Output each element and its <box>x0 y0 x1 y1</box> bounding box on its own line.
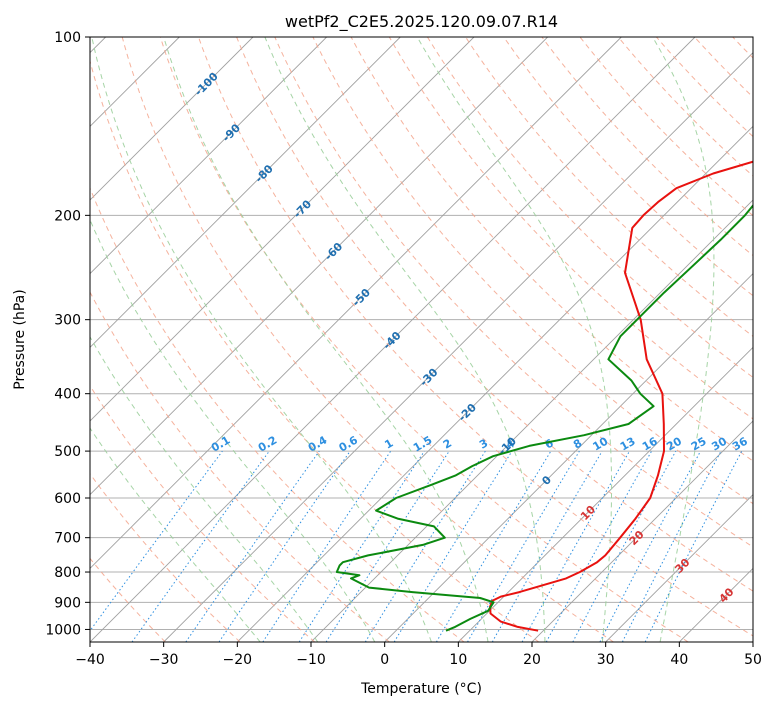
x-tick-label: −10 <box>296 652 326 668</box>
mixing-ratio-line <box>572 450 677 642</box>
mixing-ratio-line <box>545 450 653 642</box>
y-tick-label: 800 <box>54 565 81 581</box>
x-tick-label: −40 <box>75 652 105 668</box>
dry-adiabat-line <box>90 291 390 642</box>
isotherm-line <box>310 199 753 642</box>
mixing-ratio-line <box>435 450 552 642</box>
x-tick-label: −30 <box>149 652 179 668</box>
isotherm-line <box>384 273 753 642</box>
y-tick-label: 1000 <box>45 622 81 638</box>
moist-adiabat-line <box>163 37 489 642</box>
x-tick-label: 50 <box>744 652 762 668</box>
x-axis-label: Temperature (°C) <box>360 681 482 697</box>
x-tick-label: −20 <box>223 652 253 668</box>
moist-adiabat-line <box>416 37 613 642</box>
moist-adiabat-line <box>91 37 432 642</box>
dry-adiabat-line <box>312 37 753 505</box>
mixing-ratio-line <box>218 450 351 642</box>
isotherm-line <box>90 37 548 496</box>
x-tick-label: 30 <box>597 652 615 668</box>
x-tick-label: 40 <box>670 652 688 668</box>
moist-adiabat-line <box>90 218 376 642</box>
dry-adiabat-line <box>90 186 465 642</box>
isotherm-line <box>90 37 327 275</box>
dewpoint-line <box>335 203 753 632</box>
mixing-ratio-line <box>393 450 513 642</box>
mixing-ratio-line <box>467 450 580 642</box>
mixing-ratio-line <box>185 450 320 642</box>
x-tick-label: 10 <box>449 652 467 668</box>
isotherm-line <box>237 125 753 642</box>
plot-frame <box>89 36 754 643</box>
dry-adiabat-line <box>350 37 753 462</box>
isotherm-line <box>531 420 753 642</box>
moist-adiabat-line <box>90 335 319 642</box>
isotherm-line <box>90 37 475 422</box>
isotherm-line <box>90 37 622 569</box>
mixing-ratio-line <box>491 450 603 642</box>
mixing-ratio-line <box>325 450 450 642</box>
isotherm-line <box>605 494 753 642</box>
chart-title: wetPf2_C2E5.2025.120.09.07.R14 <box>285 12 558 32</box>
x-tick-label: 0 <box>380 652 389 668</box>
y-axis-ticks: 100 200 300 400 500 600 700 800 900 1000 <box>45 30 90 638</box>
isotherm-line <box>163 52 753 642</box>
dry-adiabat-line <box>90 384 316 642</box>
y-tick-label: 200 <box>54 208 81 224</box>
sounding-series <box>335 160 753 632</box>
y-tick-label: 700 <box>54 531 81 547</box>
y-tick-label: 600 <box>54 491 81 507</box>
x-tick-label: 20 <box>523 652 541 668</box>
background-lines <box>90 37 775 642</box>
y-tick-label: 300 <box>54 313 81 329</box>
mixing-ratio-line <box>364 450 486 642</box>
dry-adiabat-line <box>121 37 614 642</box>
mixing-ratio-line <box>131 450 270 642</box>
x-axis-ticks: −40 −30 −20 −10 0 10 20 30 40 50 <box>75 642 762 668</box>
moist-adiabat-line <box>90 427 261 642</box>
mixing-ratio-line <box>90 450 223 632</box>
dry-adiabat-line <box>236 37 753 592</box>
y-tick-label: 100 <box>54 30 81 46</box>
plot-background <box>90 37 753 642</box>
y-tick-label: 500 <box>54 444 81 460</box>
y-axis-label: Pressure (hPa) <box>12 289 28 389</box>
isotherm-line <box>90 37 401 348</box>
y-tick-label: 900 <box>54 595 81 611</box>
isotherm-line <box>90 37 696 642</box>
temperature-line <box>489 160 753 632</box>
dry-adiabat-line <box>771 37 775 642</box>
dry-adiabat-line <box>90 59 540 642</box>
y-tick-label: 400 <box>54 387 81 403</box>
isotherm-line <box>458 346 753 642</box>
isotherm-line <box>752 641 753 642</box>
moist-adiabat-line <box>264 37 546 642</box>
dry-adiabat-line <box>90 472 241 642</box>
isotherm-line <box>90 37 254 201</box>
mixing-ratio-line <box>521 450 630 642</box>
dry-adiabat-line <box>159 37 689 642</box>
